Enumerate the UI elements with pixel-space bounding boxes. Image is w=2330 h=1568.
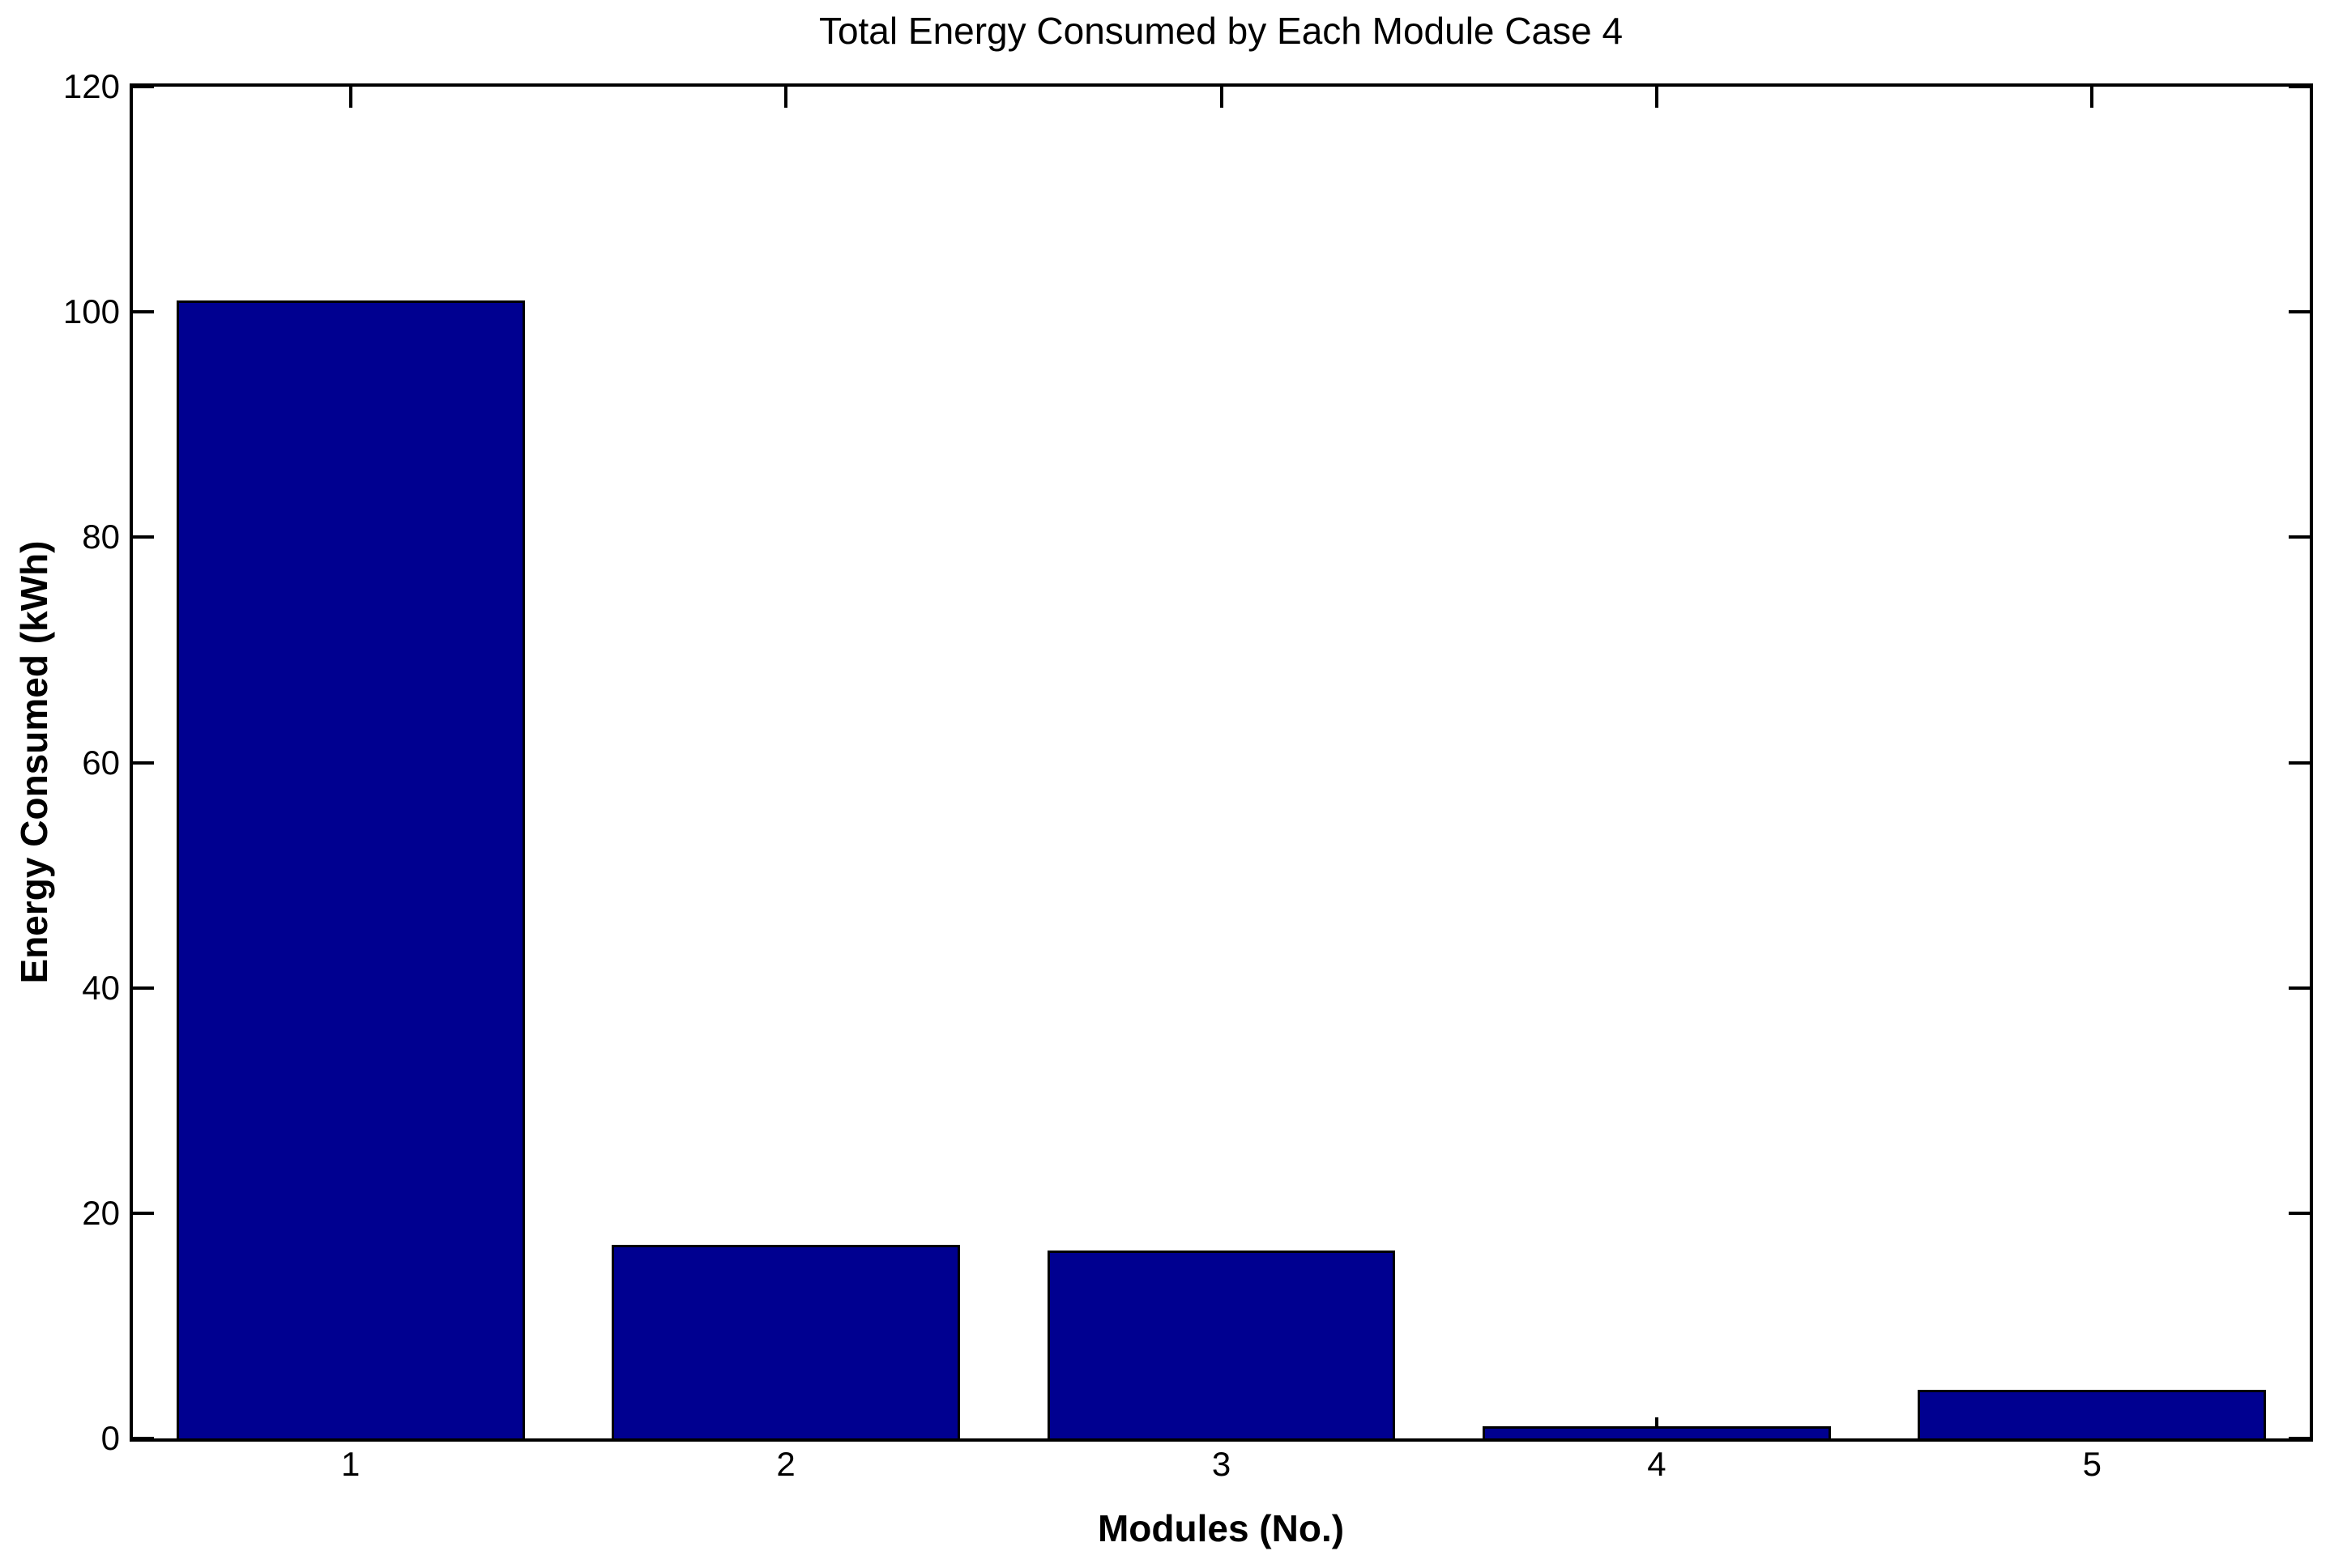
x-tick-label-1: 1	[341, 1445, 361, 1483]
x-axis-label: Modules (No.)	[1097, 1507, 1345, 1549]
y-tick-label-80: 80	[82, 518, 120, 556]
plot-area: 1 2 3 4 5 0 20 40 60 80 100 120	[63, 67, 2313, 1483]
y-tick-left-20	[133, 1211, 154, 1215]
x-tick-label-4: 4	[1647, 1445, 1666, 1483]
y-tick-left-40	[133, 986, 154, 990]
x-tick-top-4	[1654, 87, 1658, 108]
bar-module-3	[1047, 1250, 1396, 1438]
x-tick-label-3: 3	[1211, 1445, 1231, 1483]
bar-module-2	[612, 1244, 961, 1438]
y-tick-left-80	[133, 535, 154, 539]
chart-title: Total Energy Consumed by Each Module Cas…	[818, 10, 1624, 52]
bar-module-4	[1482, 1425, 1831, 1438]
y-tick-label-40: 40	[82, 968, 120, 1007]
x-tick-top-2	[784, 87, 788, 108]
y-tick-right-0	[2289, 1437, 2310, 1440]
y-tick-label-100: 100	[62, 292, 120, 331]
bar-module-1	[176, 300, 525, 1438]
y-tick-label-60: 60	[82, 743, 120, 782]
y-tick-label-20: 20	[82, 1193, 120, 1232]
y-tick-label-0: 0	[100, 1419, 120, 1457]
y-tick-label-120: 120	[62, 67, 120, 105]
y-tick-left-120	[133, 85, 154, 88]
y-tick-left-0	[133, 1437, 154, 1440]
y-tick-right-120	[2289, 85, 2310, 88]
y-tick-right-100	[2289, 310, 2310, 314]
x-tick-top-1	[348, 87, 352, 108]
y-axis-label: Energy Consumed (kWh)	[13, 540, 55, 984]
x-tick-label-5: 5	[2082, 1445, 2102, 1483]
y-tick-right-80	[2289, 535, 2310, 539]
y-tick-left-60	[133, 761, 154, 765]
y-tick-right-20	[2289, 1211, 2310, 1215]
x-tick-top-5	[2090, 87, 2094, 108]
x-tick-top-3	[1219, 87, 1223, 108]
y-tick-right-60	[2289, 761, 2310, 765]
x-tick-label-2: 2	[776, 1445, 796, 1483]
y-tick-right-40	[2289, 986, 2310, 990]
y-tick-left-100	[133, 310, 154, 314]
bar-module-5	[1918, 1390, 2267, 1438]
